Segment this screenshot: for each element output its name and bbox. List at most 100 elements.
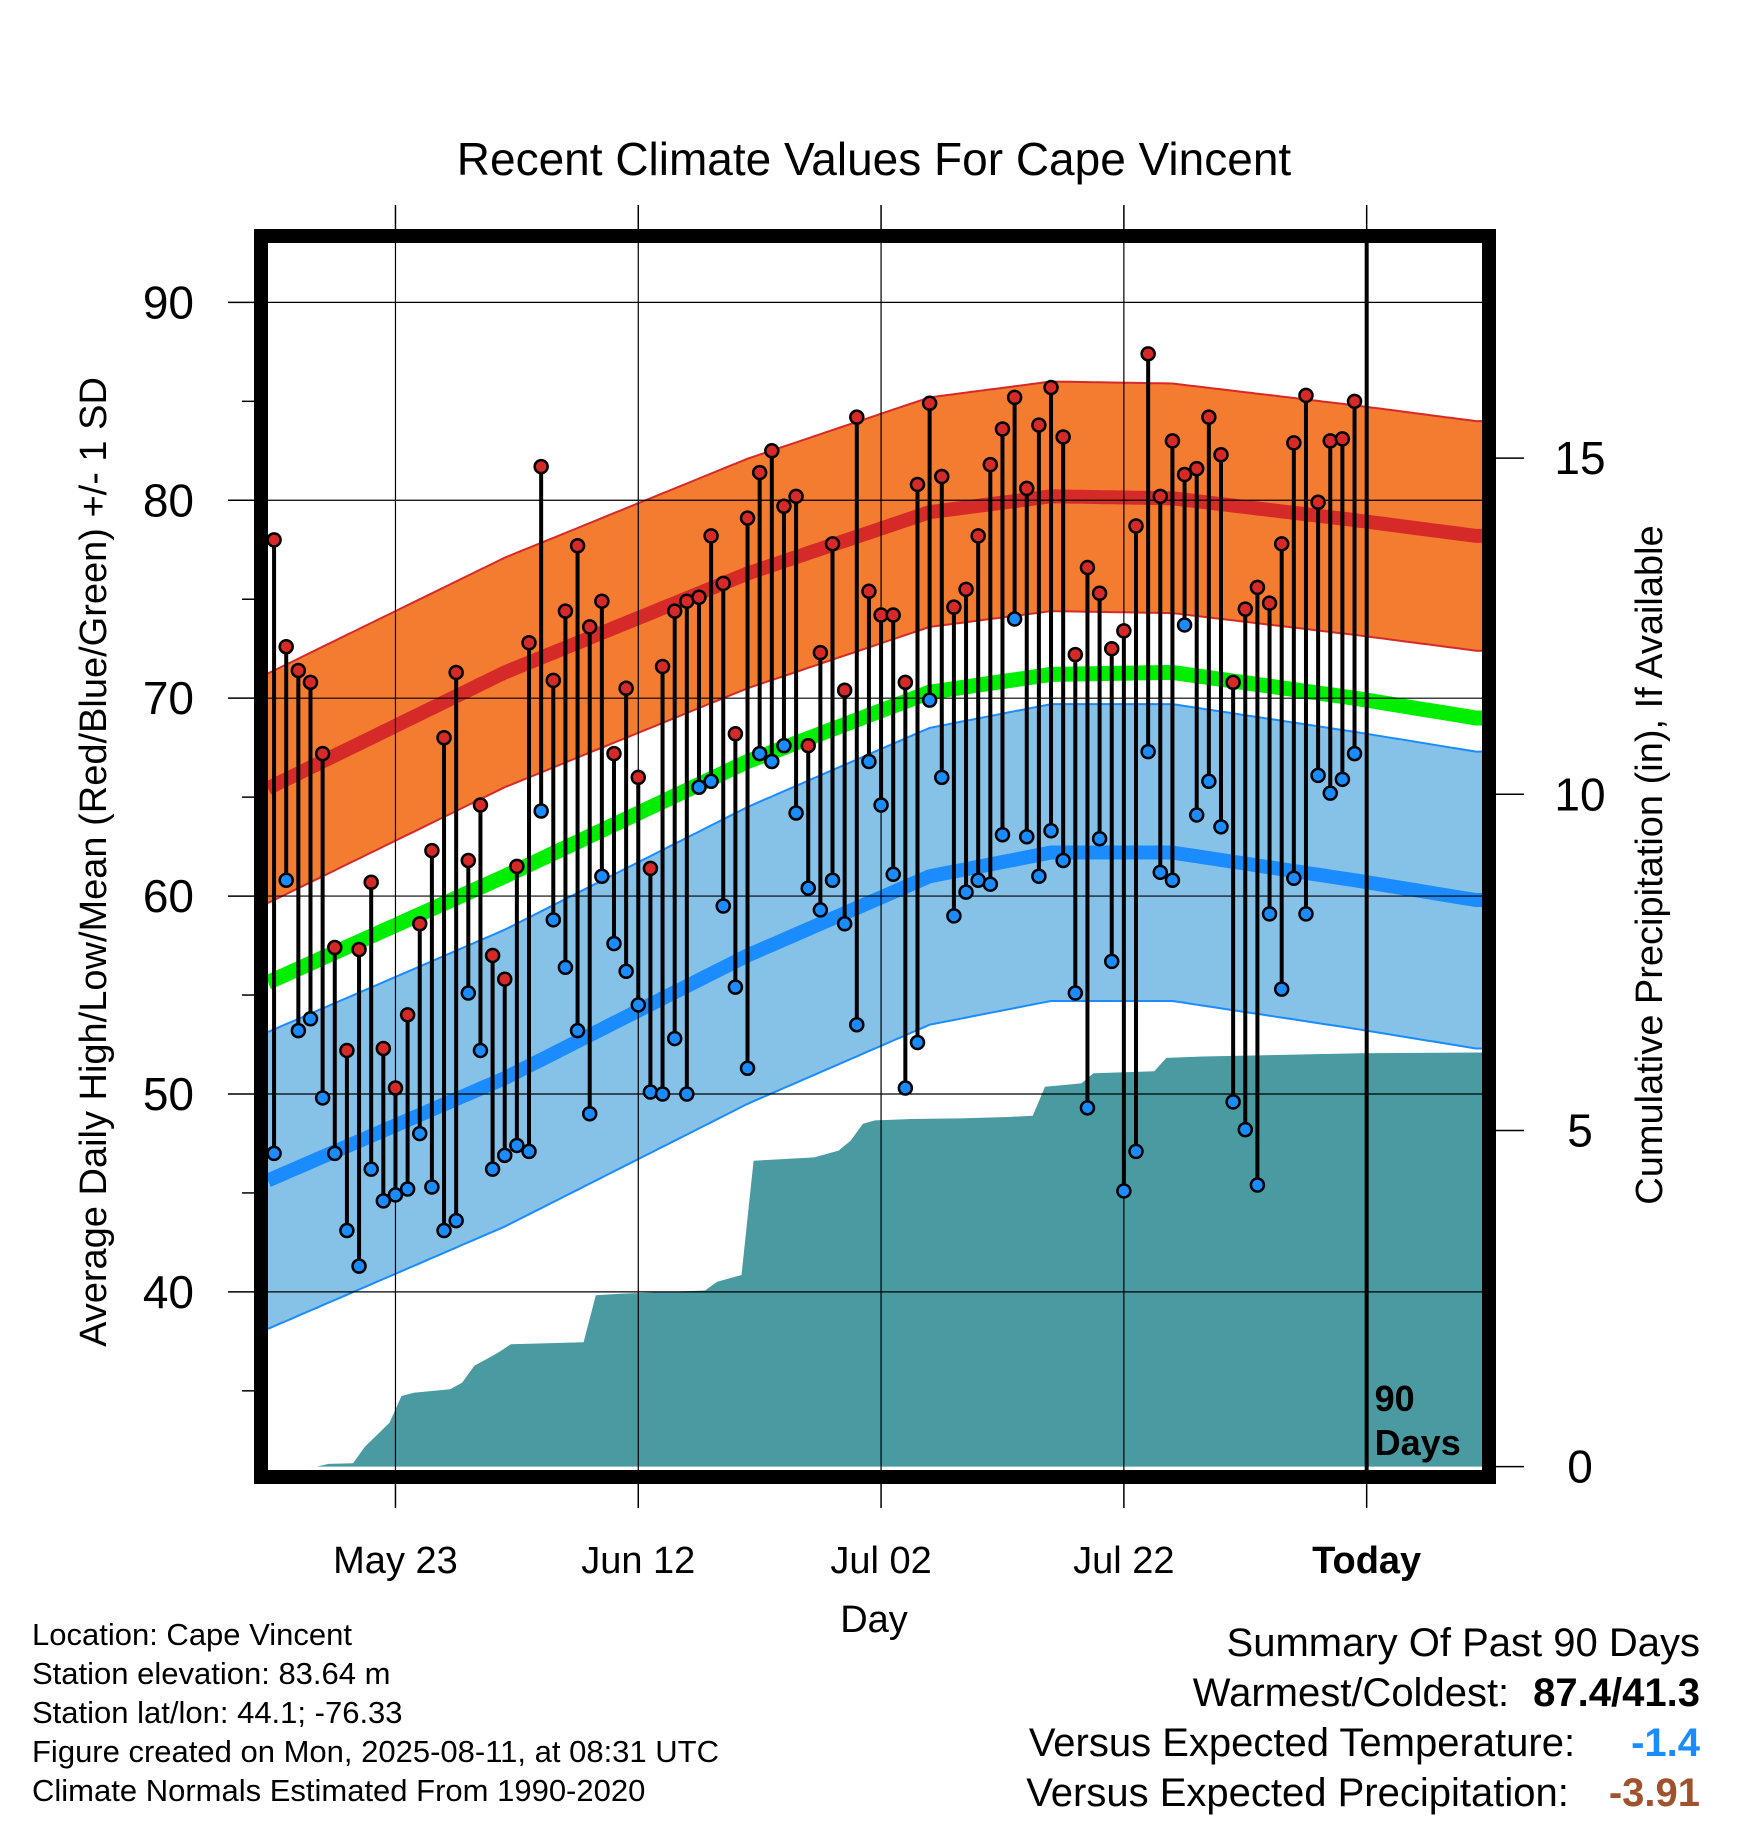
daily-low-point bbox=[1225, 1094, 1241, 1110]
daily-high-point bbox=[533, 458, 549, 475]
daily-high-point bbox=[836, 682, 853, 699]
daily-low-point bbox=[557, 959, 574, 976]
summary-panel: Summary Of Past 90 Days Warmest/Coldest:… bbox=[1026, 1618, 1700, 1818]
daily-low-point bbox=[1152, 864, 1169, 881]
y2-tick-label: 10 bbox=[1554, 768, 1605, 820]
daily-low-point bbox=[1201, 773, 1217, 790]
daily-low-point bbox=[1067, 985, 1084, 1001]
daily-high-point bbox=[897, 674, 914, 691]
daily-low-point bbox=[509, 1137, 525, 1154]
x-axis-label: Day bbox=[840, 1599, 908, 1641]
daily-high-point bbox=[1116, 623, 1132, 639]
daily-low-point bbox=[1334, 771, 1351, 788]
normal-high-lower-edge bbox=[267, 610, 1482, 904]
daily-high-point bbox=[363, 874, 379, 890]
daily-high-point bbox=[776, 498, 792, 514]
daily-high-point bbox=[1019, 480, 1035, 497]
daily-low-point bbox=[569, 1022, 586, 1039]
daily-low-point bbox=[861, 753, 877, 770]
daily-high-point bbox=[581, 619, 598, 635]
daily-low-point bbox=[1140, 743, 1156, 760]
daily-high-point bbox=[1128, 518, 1144, 534]
precip-cumulative-area bbox=[268, 1052, 1482, 1467]
daily-high-point bbox=[934, 468, 950, 485]
daily-low-point bbox=[1249, 1177, 1266, 1193]
daily-low-point bbox=[739, 1060, 756, 1077]
daily-high-point bbox=[606, 745, 622, 762]
daily-high-point bbox=[1031, 417, 1047, 433]
daily-low-point bbox=[339, 1222, 355, 1239]
elevation-text: Station elevation: 83.64 m bbox=[32, 1656, 391, 1691]
daily-high-point bbox=[1298, 387, 1314, 404]
daily-low-point bbox=[934, 769, 950, 786]
daily-low-point bbox=[363, 1161, 379, 1177]
daily-low-point bbox=[327, 1145, 343, 1162]
normal-high-band bbox=[268, 381, 1482, 903]
precip-departure-value: -3.91 bbox=[1608, 1771, 1700, 1815]
daily-high-point bbox=[569, 538, 586, 554]
daily-low-point bbox=[387, 1187, 404, 1203]
daily-low-point bbox=[1346, 745, 1363, 762]
daily-low-point bbox=[946, 908, 962, 924]
daily-low-point bbox=[849, 1016, 865, 1033]
daily-high-point bbox=[739, 510, 756, 526]
daily-low-point bbox=[1055, 852, 1071, 869]
daily-low-point bbox=[1286, 870, 1302, 887]
daily-low-point bbox=[1043, 823, 1059, 839]
daily-low-point bbox=[412, 1125, 428, 1142]
daily-high-point bbox=[375, 1040, 392, 1057]
precip-departure-label: Versus Expected Precipitation: bbox=[1026, 1771, 1569, 1815]
daily-high-point bbox=[946, 599, 962, 615]
daily-low-point bbox=[994, 826, 1011, 843]
warmest-coldest-label: Warmest/Coldest: bbox=[1192, 1671, 1510, 1715]
x-tick-label: Jun 12 bbox=[581, 1540, 695, 1582]
summary-heading: Summary Of Past 90 Days bbox=[1226, 1621, 1700, 1665]
daily-high-point bbox=[642, 860, 659, 877]
temp-departure-row: Versus Expected Temperature: -1.4 bbox=[1026, 1718, 1700, 1768]
daily-high-point bbox=[1334, 431, 1351, 447]
created-text: Figure created on Mon, 2025-08-11, at 08… bbox=[32, 1734, 719, 1769]
daily-high-point bbox=[824, 536, 841, 552]
daily-low-point bbox=[679, 1086, 695, 1102]
daily-high-point bbox=[970, 528, 986, 544]
daily-high-point bbox=[1286, 435, 1302, 451]
daily-high-point bbox=[1261, 595, 1278, 611]
daily-high-point bbox=[788, 488, 804, 505]
daily-low-point bbox=[266, 1145, 282, 1162]
daily-low-point bbox=[897, 1080, 914, 1096]
warmest-coldest-row: Warmest/Coldest: 87.4/41.3 bbox=[1026, 1668, 1700, 1718]
daily-low-point bbox=[460, 985, 477, 1001]
daily-low-point bbox=[654, 1086, 671, 1102]
daily-high-point bbox=[290, 662, 307, 679]
daily-high-point bbox=[764, 443, 780, 459]
y2-tick-label: 15 bbox=[1554, 432, 1605, 484]
daily-high-point bbox=[424, 842, 440, 859]
daily-low-point bbox=[581, 1106, 598, 1122]
x-tick-label: Today bbox=[1312, 1540, 1421, 1582]
daily-high-point bbox=[387, 1080, 404, 1096]
daily-high-point bbox=[278, 638, 294, 655]
daily-high-point bbox=[1091, 585, 1108, 602]
daily-low-point bbox=[448, 1212, 464, 1229]
daily-low-point bbox=[982, 876, 999, 892]
daily-high-point bbox=[800, 737, 816, 754]
daily-low-point bbox=[1103, 953, 1120, 970]
y-tick-label: 60 bbox=[143, 870, 194, 922]
normals-period-text: Climate Normals Estimated From 1990-2020 bbox=[32, 1773, 646, 1808]
daily-low-point bbox=[958, 884, 974, 900]
daily-high-point bbox=[691, 589, 707, 605]
daily-low-point bbox=[314, 1090, 331, 1106]
daily-low-point bbox=[1188, 807, 1205, 823]
daily-high-point bbox=[314, 745, 331, 762]
daily-high-point bbox=[1310, 494, 1326, 511]
daily-high-point bbox=[472, 797, 489, 813]
daily-low-point bbox=[1273, 981, 1290, 997]
daily-high-point bbox=[1079, 559, 1096, 576]
daily-low-point bbox=[812, 902, 829, 918]
daily-high-point bbox=[1322, 433, 1338, 449]
daily-high-point bbox=[484, 947, 501, 964]
daily-high-point bbox=[909, 476, 926, 493]
daily-high-point bbox=[448, 664, 464, 681]
daily-high-point bbox=[1346, 393, 1363, 410]
daily-low-point bbox=[496, 1147, 513, 1164]
